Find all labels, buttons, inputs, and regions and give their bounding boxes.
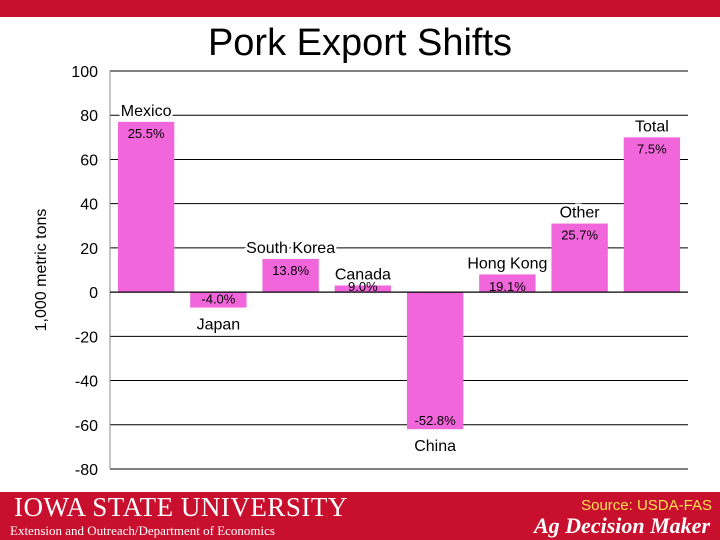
y-tick-label: -40 xyxy=(75,374,98,391)
source-note: Source: USDA-FAS xyxy=(581,497,712,514)
data-label: -52.8% xyxy=(415,413,457,428)
category-label: Total xyxy=(635,118,669,135)
y-tick-label: 80 xyxy=(80,108,98,125)
y-tick-label: -60 xyxy=(75,418,98,435)
bar xyxy=(262,258,319,293)
y-tick-label: 20 xyxy=(80,241,98,258)
university-wordmark: Iowa State University xyxy=(14,492,348,522)
bar xyxy=(190,292,247,308)
bar xyxy=(479,274,536,293)
data-label: 25.7% xyxy=(561,228,598,243)
category-label: South Korea xyxy=(246,240,335,257)
y-tick-label: 60 xyxy=(80,152,98,169)
bar xyxy=(117,121,175,293)
top-brand-bar xyxy=(0,0,720,17)
category-label: Canada xyxy=(335,266,391,283)
y-axis-label: 1,000 metric tons xyxy=(33,209,50,332)
bar-chart: 100 80 60 40 20 0 -20 -40 -60 -80 1,000 metric ton… xyxy=(33,64,688,479)
bar xyxy=(623,137,681,293)
data-label: 9.0% xyxy=(348,279,378,294)
y-tick-label: -80 xyxy=(75,462,98,479)
data-label: 19.1% xyxy=(489,279,526,294)
data-label: 13.8% xyxy=(272,263,309,278)
extension-text: Extension and Outreach/Department of Eco… xyxy=(10,523,275,538)
category-label: Mexico xyxy=(121,103,172,120)
y-tick-label: 40 xyxy=(80,197,98,214)
y-tick-label: -20 xyxy=(75,329,98,346)
data-label: 25.5% xyxy=(128,126,165,141)
bar xyxy=(551,223,608,293)
category-label: China xyxy=(414,438,456,455)
chart-title: Pork Export Shifts xyxy=(207,22,513,64)
data-label: 7.5% xyxy=(637,141,667,156)
y-tick-label: 0 xyxy=(89,285,98,302)
bar xyxy=(406,292,464,430)
y-tick-label: 100 xyxy=(71,64,98,81)
category-label: Japan xyxy=(197,317,241,334)
bar xyxy=(334,285,392,293)
data-label: -4.0% xyxy=(201,292,235,307)
footer-bar xyxy=(0,492,720,540)
ag-decision-maker-logo: Ag Decision Maker xyxy=(534,513,710,538)
category-label: Other xyxy=(560,205,601,222)
category-label: Hong Kong xyxy=(467,255,547,272)
